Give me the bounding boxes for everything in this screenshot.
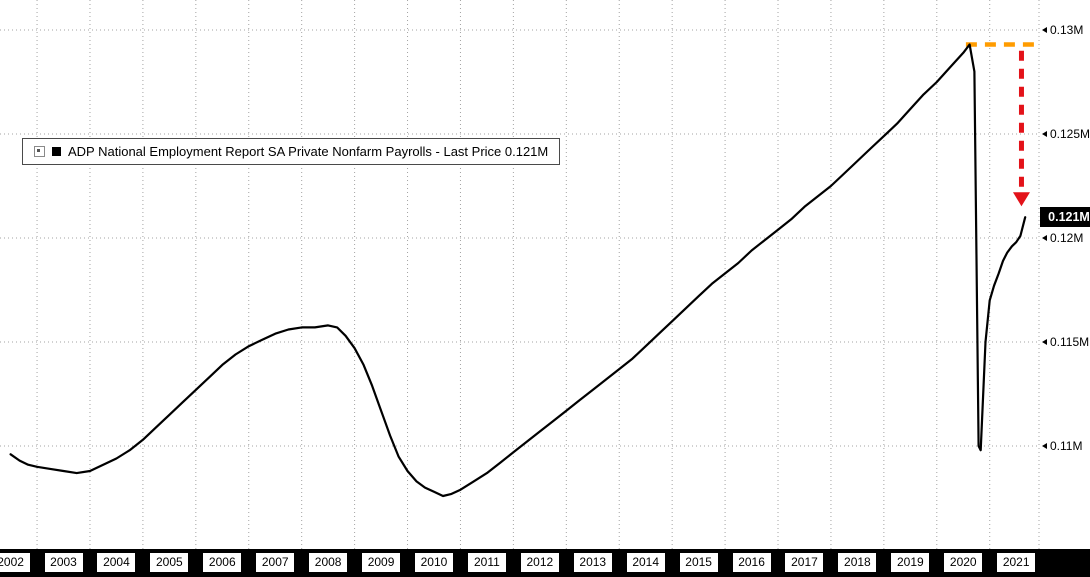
- y-tick-text: 0.13M: [1050, 22, 1084, 37]
- y-axis-label: 0.125M: [1042, 126, 1090, 142]
- x-axis-year-label: 2011: [467, 553, 506, 572]
- legend-toggle-icon[interactable]: [34, 146, 45, 157]
- x-axis-year-label: 2021: [997, 553, 1036, 572]
- chart-plot-area: [0, 0, 1040, 549]
- x-axis-year-label: 2020: [944, 553, 983, 572]
- x-axis-year-label: 2008: [309, 553, 348, 572]
- x-axis-year-label: 2006: [203, 553, 242, 572]
- x-axis-year-label: 2019: [891, 553, 930, 572]
- x-axis-year-label: 2013: [573, 553, 612, 572]
- y-tick-arrow-icon: [1042, 26, 1047, 33]
- y-tick-arrow-icon: [1042, 339, 1047, 345]
- x-axis: 2002 2003 2004 2005 2006 2007 2008 2009 2010 2011…: [0, 549, 1090, 577]
- x-axis-year-label: 2012: [520, 553, 559, 572]
- legend-box[interactable]: ADP National Employment Report SA Privat…: [22, 138, 561, 165]
- x-axis-year-label: 2014: [626, 553, 665, 572]
- legend-series-swatch-icon: [52, 147, 61, 156]
- x-axis-year-label: 2007: [256, 553, 295, 572]
- x-axis-year-label: 2015: [679, 553, 718, 572]
- y-tick-arrow-icon: [1042, 443, 1047, 450]
- x-axis-year-label: 2010: [414, 553, 453, 572]
- y-axis: 0.13M 0.125M 0.12M 0.115M 0.11M: [1040, 0, 1090, 549]
- x-axis-year-label: 2003: [44, 553, 83, 572]
- legend-label: ADP National Employment Report SA Privat…: [68, 144, 549, 159]
- y-axis-label: 0.115M: [1042, 334, 1089, 350]
- x-axis-year-label: 2004: [97, 553, 136, 572]
- y-tick-text: 0.125M: [1050, 126, 1090, 141]
- y-axis-label: 0.13M: [1042, 22, 1083, 38]
- y-axis-label: 0.12M: [1042, 230, 1083, 246]
- x-axis-year-label: 2018: [838, 553, 877, 572]
- x-axis-year-label: 2005: [150, 553, 189, 572]
- y-tick-text: 0.12M: [1050, 230, 1084, 245]
- x-axis-year-label: 2016: [732, 553, 771, 572]
- y-tick-arrow-icon: [1042, 234, 1047, 241]
- last-price-badge: 0.121M: [1040, 207, 1090, 228]
- drop-arrow-head-icon: [1012, 192, 1030, 207]
- y-tick-arrow-icon: [1042, 130, 1047, 137]
- y-axis-label: 0.11M: [1042, 438, 1082, 454]
- x-axis-year-label: 2017: [785, 553, 824, 572]
- y-tick-text: 0.11M: [1050, 439, 1083, 454]
- series-line: [9, 43, 1027, 498]
- x-axis-year-label: 2009: [362, 553, 401, 572]
- x-axis-year-label: 2002: [0, 553, 30, 572]
- y-tick-text: 0.115M: [1050, 335, 1090, 349]
